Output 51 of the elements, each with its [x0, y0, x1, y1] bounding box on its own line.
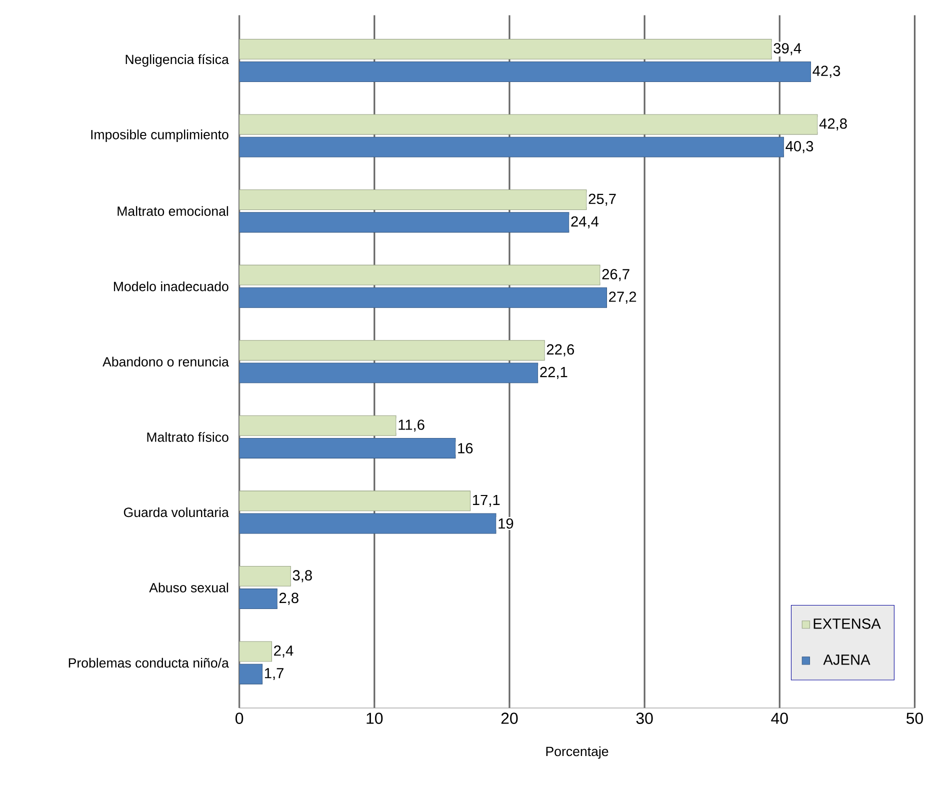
legend-label: EXTENSA	[814, 618, 881, 630]
x-tick-label: 40	[771, 712, 788, 724]
legend-label: AJENA	[823, 654, 870, 665]
y-tick-label: Negligencia física	[126, 54, 229, 67]
bar	[239, 566, 291, 587]
data-label: 22,1	[540, 367, 568, 380]
y-tick-label: Problemas conducta niño/a	[68, 658, 229, 668]
bar	[239, 212, 570, 233]
bar	[239, 664, 263, 684]
y-tick-label: Maltrato emocional	[118, 206, 228, 216]
y-tick-label: Maltrato físico	[147, 432, 228, 442]
y-tick-label: Guarda voluntaria	[124, 507, 229, 518]
data-label: 26,7	[602, 269, 630, 282]
y-tick-label: Abuso sexual	[149, 582, 228, 593]
bar	[239, 264, 600, 286]
data-label: 27,2	[609, 292, 636, 304]
bar	[239, 362, 538, 384]
data-label: 17,1	[473, 495, 500, 508]
y-tick-label: Imposible cumplimiento	[91, 130, 228, 142]
x-tick-label: 30	[636, 712, 653, 724]
bar	[239, 190, 587, 210]
data-label: 16	[458, 443, 473, 454]
data-label: 39,4	[774, 43, 802, 56]
data-label: 19	[498, 518, 514, 529]
x-axis-title: Porcentaje	[546, 746, 608, 759]
bar	[239, 438, 456, 459]
y-tick-label: Abandono o renuncia	[102, 356, 229, 367]
bar	[239, 62, 811, 82]
data-label: 2,8	[279, 592, 298, 605]
data-label: 1,7	[264, 668, 284, 680]
data-label: 42,3	[812, 66, 840, 78]
data-label: 3,8	[292, 570, 312, 582]
data-label: 25,7	[588, 194, 616, 206]
x-tick-label: 10	[366, 712, 383, 724]
data-label: 42,8	[819, 118, 847, 131]
x-tick-label: 20	[501, 712, 518, 724]
x-tick-label: 0	[236, 712, 244, 724]
y-tick-label: Modelo inadecuado	[114, 282, 228, 292]
x-tick-label: 50	[906, 712, 923, 724]
bar	[239, 136, 784, 158]
bar	[239, 490, 471, 512]
data-label: 22,6	[546, 344, 574, 357]
bar	[239, 416, 396, 436]
bar	[239, 340, 545, 361]
data-label: 2,4	[274, 646, 294, 658]
bar	[239, 641, 272, 662]
data-label: 11,6	[398, 420, 424, 432]
bar	[239, 588, 278, 610]
data-label: 24,4	[571, 216, 599, 229]
data-label: 40,3	[786, 141, 814, 154]
bar	[239, 114, 818, 135]
